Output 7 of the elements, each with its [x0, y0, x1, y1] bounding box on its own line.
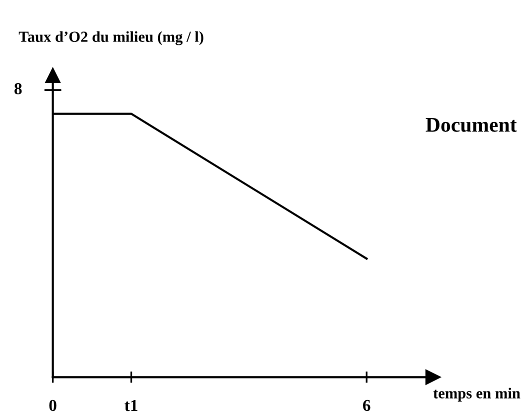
- x-tick-label: 6: [363, 400, 370, 412]
- y-axis-title: Taux d’O2 du milieu (mg / l): [18, 31, 204, 46]
- x-tick-label: 0: [49, 400, 56, 412]
- text: 8: [14, 83, 22, 94]
- annotation: Document: [426, 118, 517, 132]
- x-tick-label: t1: [124, 400, 138, 412]
- x-axis-title: temps en min: [433, 388, 520, 402]
